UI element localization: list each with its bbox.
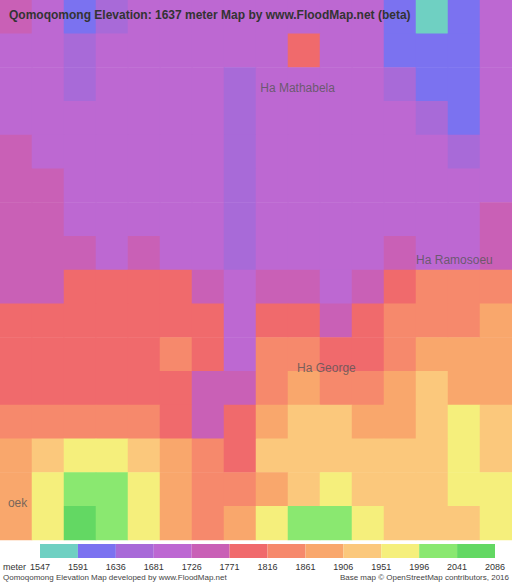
svg-text:oek: oek (8, 496, 28, 510)
svg-text:Ha George: Ha George (297, 361, 356, 375)
svg-text:1591: 1591 (68, 562, 88, 572)
svg-text:2041: 2041 (447, 562, 467, 572)
svg-text:Qomoqomong Elevation: 1637 met: Qomoqomong Elevation: 1637 meter Map by … (9, 8, 411, 22)
svg-text:Ha Mathabela: Ha Mathabela (260, 81, 335, 95)
svg-text:Ha Ramosoeu: Ha Ramosoeu (416, 253, 493, 267)
svg-text:1996: 1996 (409, 562, 429, 572)
svg-text:1726: 1726 (182, 562, 202, 572)
svg-text:1951: 1951 (371, 562, 391, 572)
svg-text:Base map © OpenStreetMap contr: Base map © OpenStreetMap contributors, 2… (340, 573, 510, 582)
svg-text:2086: 2086 (485, 562, 505, 572)
svg-text:1547: 1547 (30, 562, 50, 572)
svg-text:1816: 1816 (257, 562, 277, 572)
svg-text:Qomoqomong Elevation Map devel: Qomoqomong Elevation Map developed by ww… (3, 573, 227, 582)
svg-text:1906: 1906 (333, 562, 353, 572)
svg-text:1771: 1771 (220, 562, 240, 572)
svg-text:1861: 1861 (295, 562, 315, 572)
svg-text:1636: 1636 (106, 562, 126, 572)
svg-text:meter: meter (3, 562, 26, 572)
svg-text:1681: 1681 (144, 562, 164, 572)
